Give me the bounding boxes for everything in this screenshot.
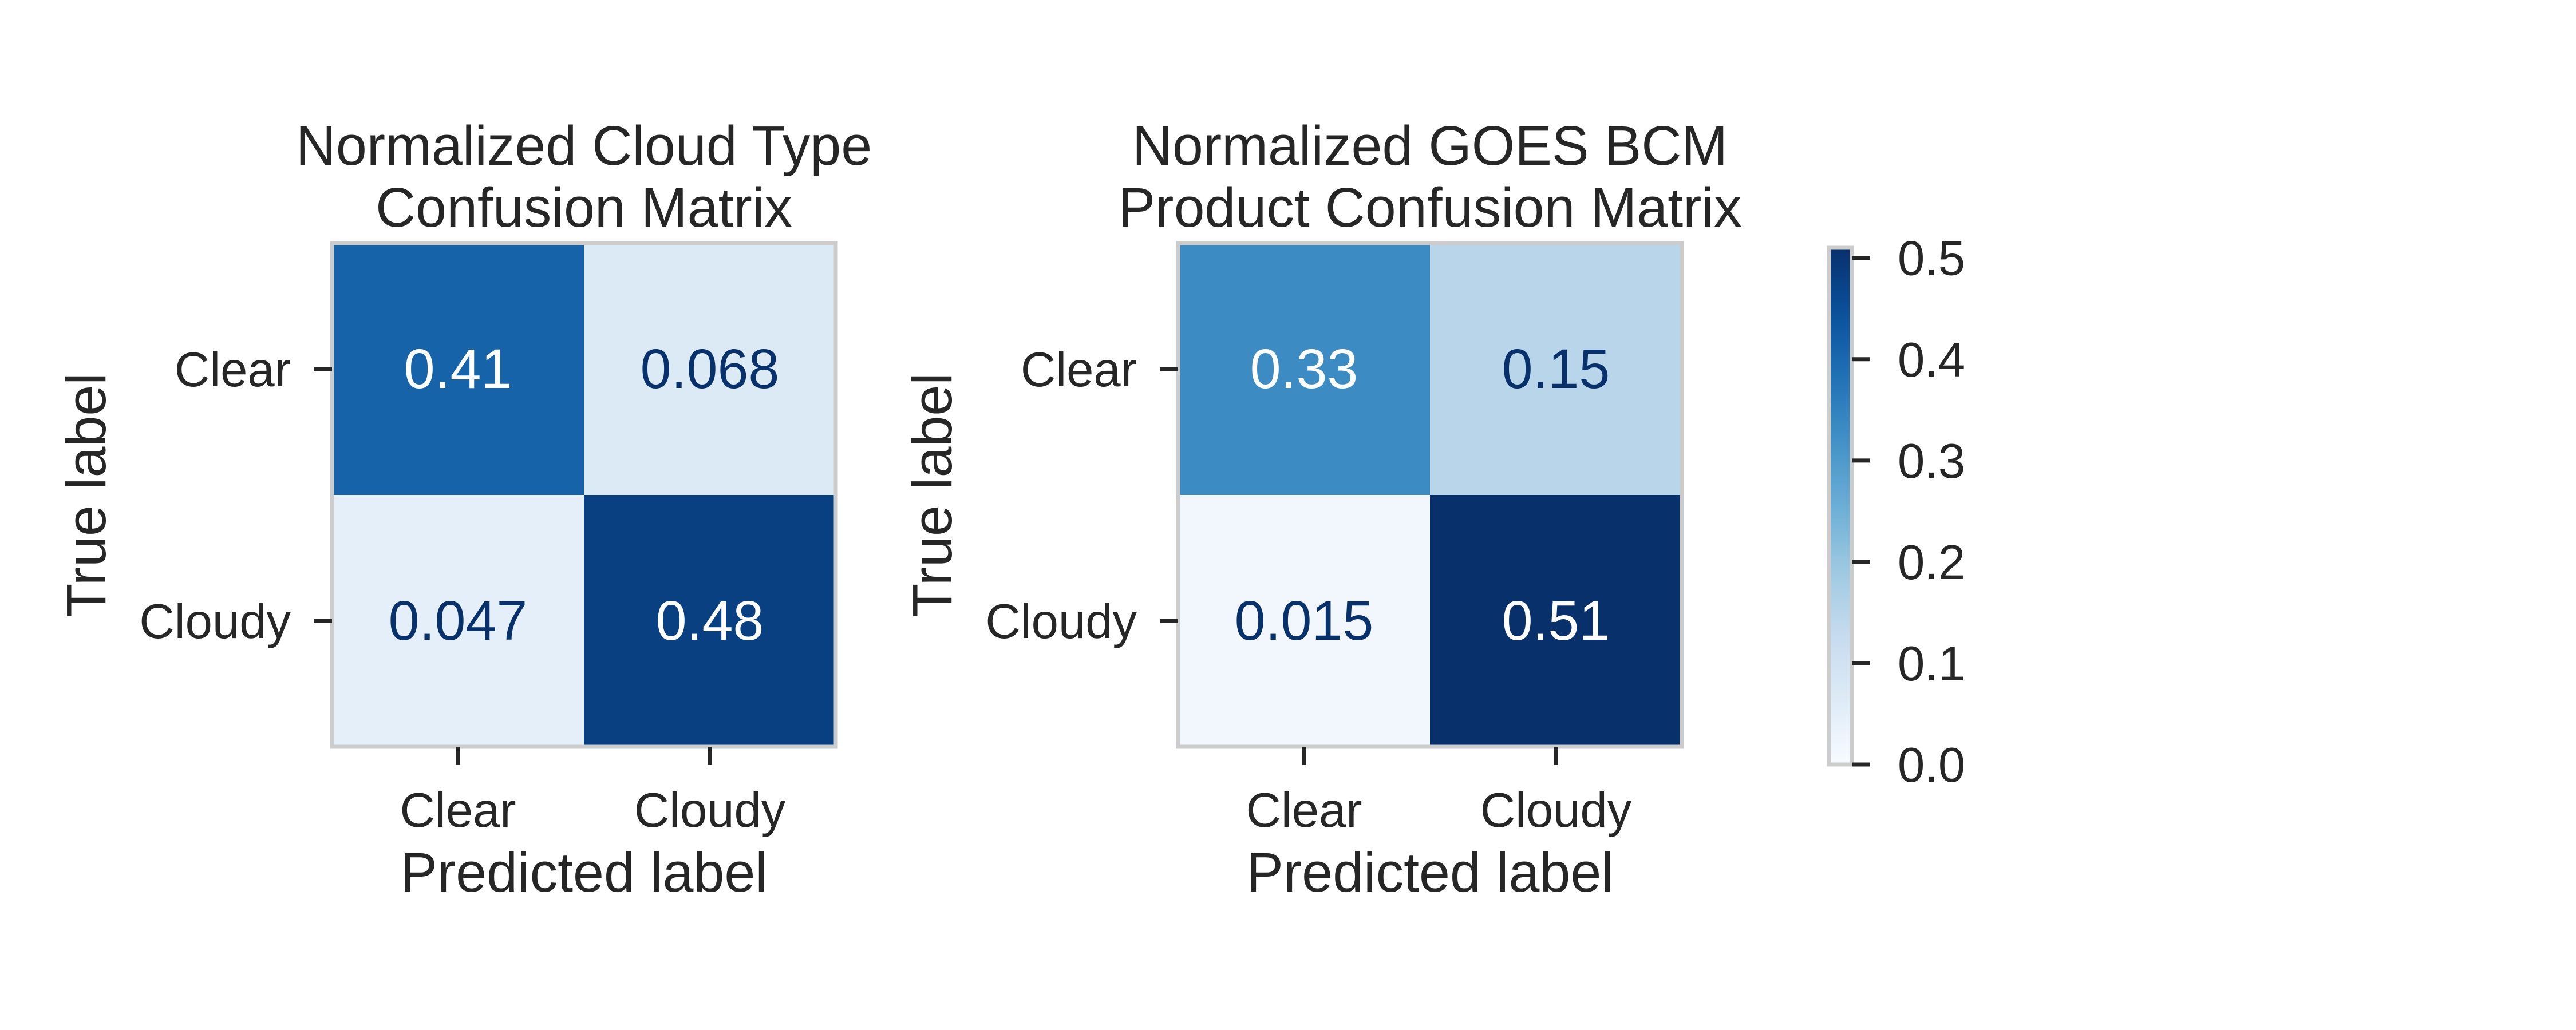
x-axis-label: Predicted label <box>1246 841 1614 904</box>
heatmap-cell <box>1178 495 1430 747</box>
colorbar-frame <box>1827 245 1854 767</box>
colorbar-tick-label: 0.2 <box>1898 536 1965 590</box>
heatmap-cell <box>1430 495 1682 747</box>
heatmap-frame <box>330 241 838 749</box>
colorbar-tick-label: 0.4 <box>1898 333 1965 387</box>
x-tick-label: Clear <box>1246 783 1362 838</box>
heatmap-cell <box>332 243 584 495</box>
cell-value-label: 0.068 <box>641 338 780 400</box>
panel-title-line-2: Product Confusion Matrix <box>1118 176 1741 239</box>
y-tick-label: Cloudy <box>985 595 1137 649</box>
colorbar-tick-label: 0.1 <box>1898 637 1965 691</box>
x-tick-label: Cloudy <box>1480 783 1632 838</box>
colorbar-tick-label: 0.5 <box>1898 232 1965 286</box>
cell-value-label: 0.15 <box>1502 338 1610 400</box>
cell-value-label: 0.047 <box>389 589 528 652</box>
x-axis-label: Predicted label <box>400 841 768 904</box>
colorbar-tick-label: 0.3 <box>1898 434 1965 489</box>
heatmap-cell <box>584 243 836 495</box>
y-axis-label: True label <box>901 373 963 617</box>
colorbar-tick-label: 0.0 <box>1898 738 1965 793</box>
colorbar-bar <box>1829 248 1852 764</box>
heatmap-cell <box>1178 243 1430 495</box>
heatmap-cell <box>1430 243 1682 495</box>
y-tick-label: Clear <box>1021 343 1137 397</box>
colorbar: 0.0 0.1 0.2 0.3 0.4 0.5 <box>1827 232 1965 793</box>
heatmap-frame <box>1176 241 1684 749</box>
heatmap-cell <box>584 495 836 747</box>
x-tick-label: Clear <box>400 783 516 838</box>
cell-value-label: 0.41 <box>404 338 512 400</box>
y-tick-label: Clear <box>175 343 291 397</box>
panel-title-line-2: Confusion Matrix <box>376 176 792 239</box>
cell-value-label: 0.51 <box>1502 589 1610 652</box>
panel-title-line-1: Normalized GOES BCM <box>1132 114 1728 177</box>
panel-title-line-1: Normalized Cloud Type <box>296 114 872 177</box>
y-axis-label: True label <box>55 373 117 617</box>
heatmap-cell <box>332 495 584 747</box>
cell-value-label: 0.015 <box>1235 589 1374 652</box>
x-tick-label: Cloudy <box>634 783 786 838</box>
cell-value-label: 0.33 <box>1250 338 1358 400</box>
y-tick-label: Cloudy <box>139 595 291 649</box>
cell-value-label: 0.48 <box>656 589 764 652</box>
